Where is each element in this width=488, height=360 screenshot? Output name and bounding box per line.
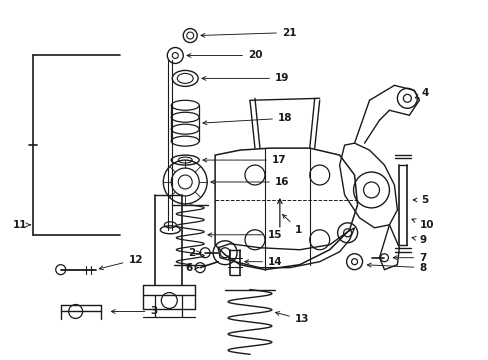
Text: 2: 2 [188, 248, 201, 258]
Text: 17: 17 [203, 155, 286, 165]
Text: 7: 7 [392, 253, 426, 263]
Text: 3: 3 [111, 306, 157, 316]
Text: 13: 13 [275, 311, 309, 324]
Text: 10: 10 [411, 219, 433, 230]
Text: 16: 16 [210, 177, 289, 187]
Text: 5: 5 [412, 195, 427, 205]
Text: 9: 9 [411, 235, 426, 245]
Text: 21: 21 [201, 28, 296, 37]
Text: 4: 4 [414, 88, 428, 98]
Text: 12: 12 [99, 255, 142, 270]
Text: 6: 6 [185, 263, 198, 273]
Text: 14: 14 [244, 257, 282, 267]
Text: 19: 19 [202, 73, 289, 84]
Text: 11: 11 [13, 220, 30, 230]
Text: 8: 8 [366, 263, 426, 273]
Text: 15: 15 [207, 230, 282, 240]
Text: 1: 1 [282, 215, 302, 235]
Text: 20: 20 [186, 50, 262, 60]
Text: 18: 18 [203, 113, 292, 125]
